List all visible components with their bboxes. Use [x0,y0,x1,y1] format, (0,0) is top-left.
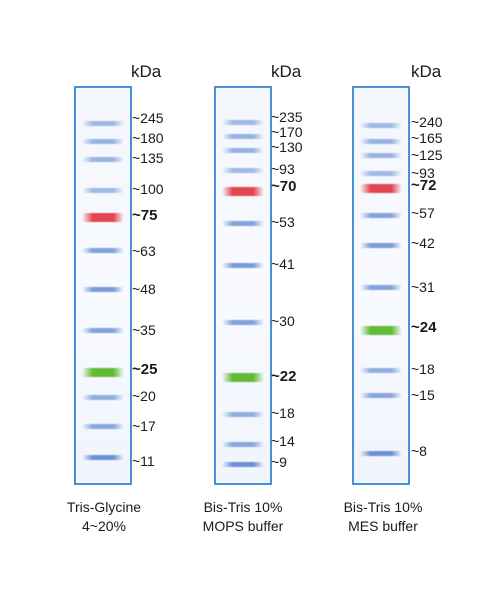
band-blue [82,394,124,400]
marker-label: ~41 [271,256,295,272]
band-blue [82,423,124,429]
band-blue [360,138,402,144]
band-blue [360,367,402,373]
caption-line-1: Bis-Tris 10% [343,499,423,515]
marker-label: ~70 [271,178,297,195]
marker-label: ~165 [411,130,443,146]
unit-label-3: kDa [411,62,442,81]
band-green [360,325,402,335]
marker-label: ~15 [411,387,435,403]
band-blue [222,220,264,226]
marker-label: ~18 [271,405,295,421]
gel-lane-bis-tris-mops [214,86,272,485]
band-blue [360,170,402,176]
marker-label: ~22 [271,368,297,385]
marker-label: ~18 [411,361,435,377]
marker-label: ~20 [132,388,156,404]
caption-ladder-3: Bis-Tris 10% MES buffer [318,498,448,536]
band-red [360,183,402,193]
band-blue [222,441,264,447]
marker-label: ~48 [132,281,156,297]
band-green [82,367,124,377]
band-blue [360,242,402,248]
gel-lane-bis-tris-mes [352,86,410,485]
marker-label: ~72 [411,177,437,194]
caption-line-1: Bis-Tris 10% [203,499,283,515]
marker-label: ~30 [271,313,295,329]
marker-label: ~170 [271,124,303,140]
band-blue [222,319,264,325]
marker-label: ~53 [271,214,295,230]
band-blue [222,119,264,125]
band-blue [222,147,264,153]
marker-label: ~14 [271,433,295,449]
marker-label: ~93 [411,165,435,181]
gel-lane-tris-glycine [74,86,132,485]
band-red [82,212,124,222]
caption-line-2: MOPS buffer [202,518,284,534]
marker-label: ~125 [411,147,443,163]
band-blue [222,133,264,139]
band-blue [222,262,264,268]
caption-ladder-2: Bis-Tris 10% MOPS buffer [178,498,308,536]
band-blue [82,187,124,193]
marker-label: ~35 [132,322,156,338]
unit-label-2: kDa [271,62,302,81]
marker-label: ~245 [132,110,164,126]
caption-ladder-1: Tris-Glycine 4~20% [39,498,169,536]
band-blue [222,167,264,173]
band-blue [222,461,264,467]
caption-line-2: 4~20% [82,518,126,534]
marker-label: ~130 [271,139,303,155]
marker-label: ~42 [411,235,435,251]
band-blue [82,120,124,126]
marker-label: ~24 [411,319,437,336]
marker-label: ~180 [132,130,164,146]
marker-label: ~75 [132,207,158,224]
marker-label: ~100 [132,181,164,197]
marker-label: ~235 [271,109,303,125]
unit-label-1: kDa [131,62,162,81]
marker-label: ~57 [411,205,435,221]
marker-label: ~135 [132,150,164,166]
band-blue [82,156,124,162]
band-blue [360,392,402,398]
caption-line-2: MES buffer [348,518,418,534]
band-blue [82,327,124,333]
band-blue [360,450,402,456]
marker-label: ~31 [411,279,435,295]
band-blue [360,122,402,128]
band-blue [82,138,124,144]
marker-label: ~63 [132,243,156,259]
marker-label: ~240 [411,114,443,130]
marker-label: ~93 [271,161,295,177]
band-red [222,186,264,196]
band-green [222,372,264,382]
band-blue [82,454,124,460]
marker-label: ~11 [132,453,155,469]
caption-line-1: Tris-Glycine [66,499,142,515]
marker-label: ~17 [132,418,156,434]
band-blue [360,284,402,290]
band-blue [222,411,264,417]
band-blue [82,286,124,292]
marker-label: ~8 [411,443,427,459]
marker-label: ~25 [132,361,158,378]
band-blue [360,212,402,218]
marker-label: ~9 [271,454,287,470]
band-blue [360,152,402,158]
band-blue [82,247,124,253]
